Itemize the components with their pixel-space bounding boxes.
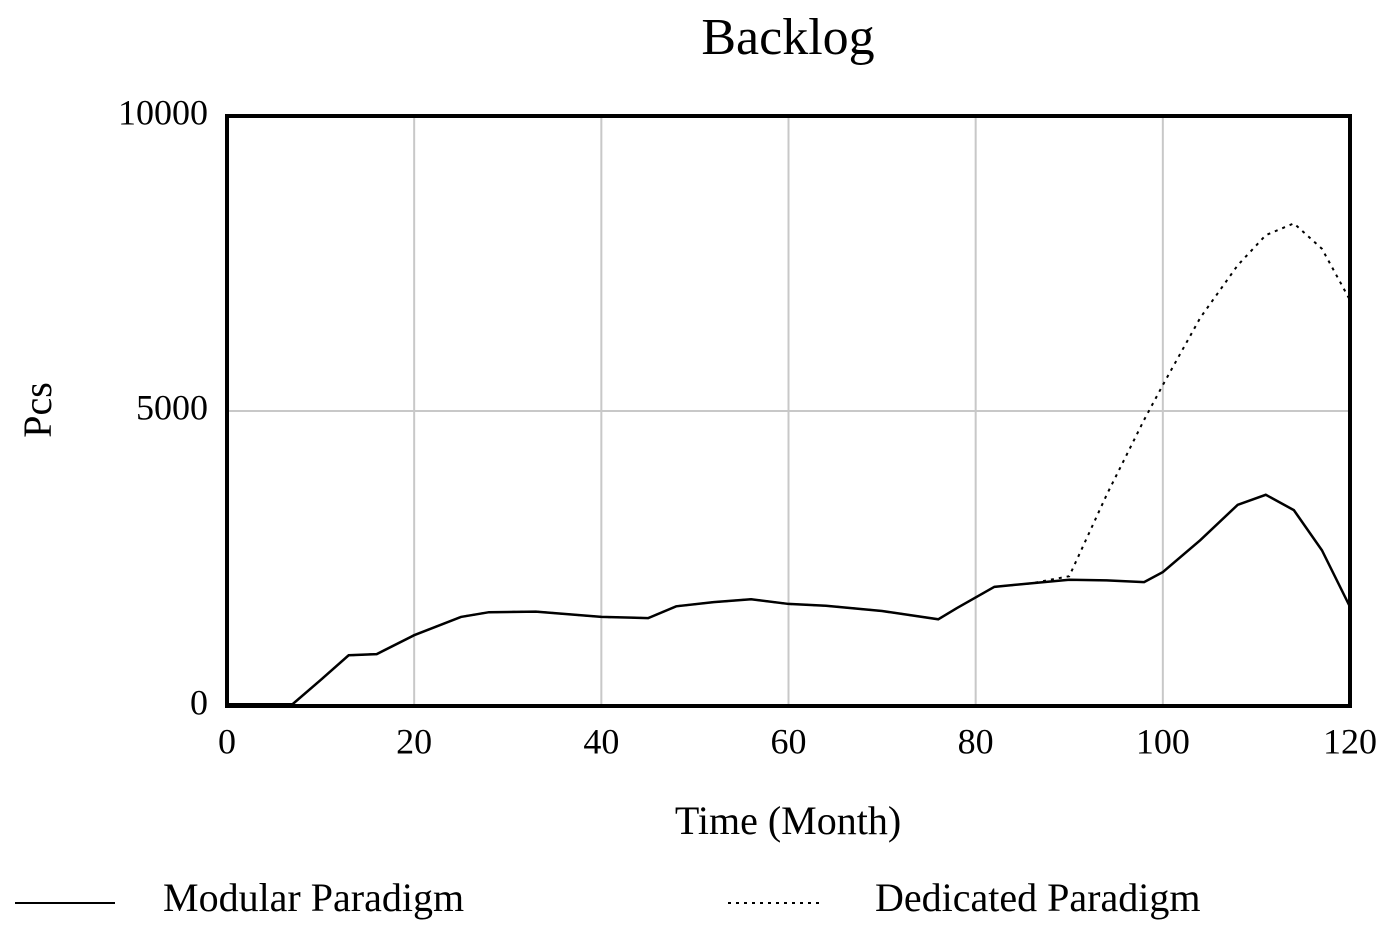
x-tick-label: 20 [396, 721, 432, 761]
legend-label: Modular Paradigm [163, 875, 464, 920]
x-tick-label: 40 [583, 721, 619, 761]
x-tick-label: 60 [771, 721, 807, 761]
x-tick-label: 100 [1136, 721, 1190, 761]
x-tick-label: 80 [958, 721, 994, 761]
x-tick-label: 0 [218, 721, 236, 761]
legend-label: Dedicated Paradigm [875, 875, 1200, 920]
y-tick-label: 0 [190, 682, 208, 722]
x-tick-label: 120 [1323, 721, 1377, 761]
chart-title: Backlog [701, 9, 874, 66]
x-axis-label: Time (Month) [675, 798, 901, 843]
y-axis-label: Pcs [15, 382, 60, 438]
plot-frame [225, 114, 1352, 708]
y-tick-label: 5000 [136, 387, 208, 427]
series-line [227, 493, 1352, 706]
y-tick-label: 10000 [118, 92, 208, 132]
